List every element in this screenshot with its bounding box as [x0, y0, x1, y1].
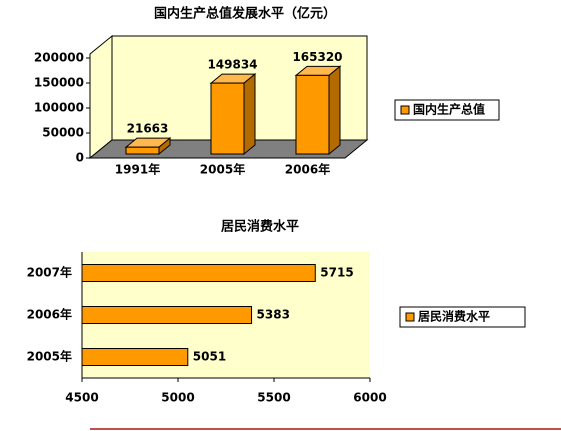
y-tick-label: 100000	[34, 101, 84, 115]
bar-side	[243, 73, 256, 156]
x-tick-label: 2006年	[285, 162, 330, 177]
bar	[81, 264, 316, 282]
legend-swatch	[405, 312, 415, 322]
legend-box	[394, 99, 500, 121]
value-label: 5715	[320, 266, 353, 280]
x-tick-label: 5500	[257, 391, 290, 405]
chart-title: 居民消费水平	[221, 219, 299, 235]
value-label: 5051	[193, 350, 226, 364]
value-label: 165320	[292, 50, 342, 64]
y-tick-label: 150000	[34, 76, 84, 90]
legend-swatch	[400, 105, 410, 115]
y-tick-label: 2006年	[27, 307, 72, 322]
x-tick-label: 4500	[65, 391, 98, 405]
legend-label: 居民消费水平	[418, 309, 490, 324]
side-wall	[89, 34, 113, 160]
x-tick-label: 1991年	[115, 162, 160, 177]
value-label: 5383	[257, 308, 290, 322]
x-tick-label: 2005年	[200, 162, 245, 177]
chart-title: 国内生产总值发展水平（亿元）	[154, 6, 336, 22]
value-label: 21663	[127, 122, 169, 136]
bar	[210, 82, 245, 155]
x-tick-label: 6000	[353, 391, 386, 405]
bar-side	[328, 65, 341, 156]
value-label: 149834	[207, 58, 257, 72]
y-tick-label: 200000	[34, 51, 84, 65]
legend-label: 国内生产总值	[413, 102, 485, 117]
y-tick-label: 0	[76, 151, 84, 165]
bar	[81, 306, 253, 324]
bar	[81, 348, 189, 366]
y-tick-label: 50000	[42, 126, 84, 140]
y-tick-label: 2007年	[27, 265, 72, 280]
legend-box	[399, 306, 526, 328]
x-tick-label: 5000	[161, 391, 194, 405]
y-tick-label: 2005年	[27, 349, 72, 364]
bar	[125, 146, 160, 155]
bar	[295, 74, 330, 155]
